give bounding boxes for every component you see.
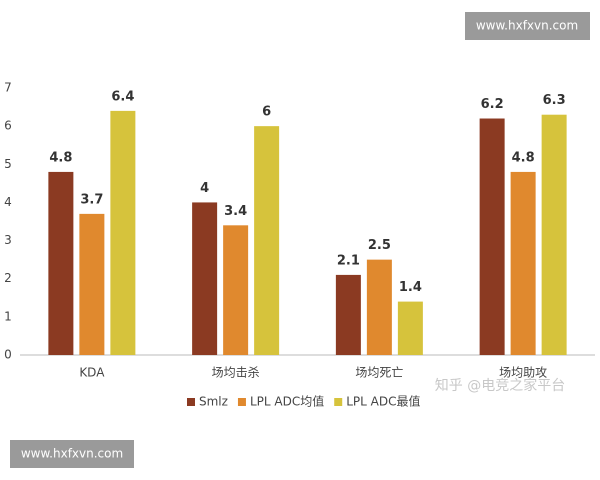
- value-label: 6: [262, 105, 271, 120]
- bar: [110, 110, 136, 355]
- x-tick-label: KDA: [79, 366, 105, 380]
- bar: [335, 274, 361, 355]
- y-tick-label: 6: [4, 119, 12, 133]
- bar: [510, 171, 536, 355]
- value-label: 4: [200, 181, 209, 196]
- value-label: 4.8: [49, 150, 72, 165]
- x-tick-label: 场均击杀: [212, 365, 260, 380]
- bar: [79, 213, 105, 355]
- value-label: 2.5: [368, 238, 391, 253]
- legend-label: LPL ADC均值: [250, 394, 324, 409]
- legend-swatch: [187, 398, 195, 406]
- x-tick-label: 场均助攻: [499, 366, 547, 380]
- watermark: www.hxfxvn.com: [476, 19, 578, 33]
- value-label: 1.4: [399, 280, 422, 295]
- legend-label: LPL ADC最值: [346, 394, 420, 409]
- value-label: 3.4: [224, 204, 247, 219]
- value-label: 2.1: [337, 253, 360, 268]
- watermark-box: [10, 440, 134, 468]
- watermark: 知乎 @电竞之家平台: [435, 377, 565, 394]
- legend-label: Smlz: [199, 395, 228, 409]
- bar: [397, 301, 423, 355]
- legend-swatch: [237, 398, 246, 406]
- bar: [541, 114, 567, 355]
- value-label: 4.8: [512, 150, 535, 165]
- bar: [254, 126, 280, 356]
- y-tick-label: 7: [4, 81, 12, 95]
- value-label: 6.4: [111, 89, 134, 104]
- bar: [223, 225, 249, 355]
- bar: [48, 171, 74, 355]
- y-tick-label: 2: [4, 271, 12, 285]
- y-tick-label: 4: [4, 195, 12, 209]
- value-label: 3.7: [80, 192, 103, 207]
- value-label: 6.2: [481, 97, 504, 112]
- bar: [192, 202, 218, 355]
- bar: [366, 259, 392, 355]
- bar: [479, 118, 505, 355]
- watermark: www.hxfxvn.com: [21, 447, 123, 461]
- y-tick-label: 3: [4, 233, 12, 247]
- value-label: 6.3: [543, 93, 566, 108]
- legend-swatch: [334, 398, 343, 406]
- y-tick-label: 1: [4, 309, 12, 323]
- x-tick-label: 场均死亡: [355, 366, 403, 380]
- watermark-box: [465, 12, 590, 40]
- y-tick-label: 5: [4, 157, 12, 171]
- y-tick-label: 0: [4, 348, 12, 362]
